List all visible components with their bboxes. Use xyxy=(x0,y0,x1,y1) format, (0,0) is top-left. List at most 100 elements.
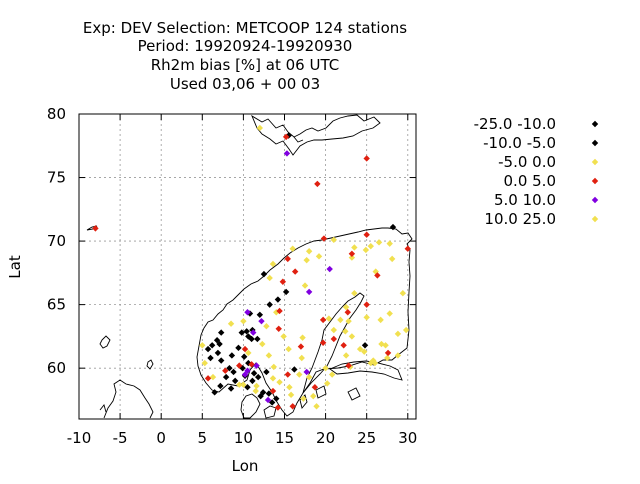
station-point-series-2 xyxy=(322,364,329,372)
station-point-series-5 xyxy=(371,359,379,367)
station-point-series-1 xyxy=(250,370,258,377)
station-point-series-3 xyxy=(297,343,305,350)
station-point-series-2 xyxy=(394,330,402,338)
title-line-2: Period: 19920924-19920930 xyxy=(138,37,353,55)
title-line-3: Rh2m bias [%] at 06 UTC xyxy=(151,56,339,74)
station-point-series-2 xyxy=(313,403,320,410)
station-point-series-1 xyxy=(235,344,242,352)
station-point-series-1 xyxy=(273,395,280,402)
station-point-series-0 xyxy=(238,329,245,336)
station-point-series-2 xyxy=(325,315,333,322)
station-point-series-2 xyxy=(263,323,270,330)
station-point-series-0 xyxy=(249,377,256,385)
y-tick-label: 80 xyxy=(47,105,66,123)
x-tick-label: 10 xyxy=(234,429,253,447)
title-line-4: Used 03,06 + 00 03 xyxy=(170,75,320,93)
x-axis-label: Lon xyxy=(232,457,259,475)
station-point-series-0 xyxy=(207,354,214,362)
station-point-series-2 xyxy=(315,253,323,260)
station-point-series-3 xyxy=(275,325,282,332)
station-point-series-1 xyxy=(241,353,248,360)
station-point-series-2 xyxy=(301,282,309,289)
station-point-series-0 xyxy=(256,311,264,318)
y-tick-label: 65 xyxy=(47,296,66,314)
station-point-series-0 xyxy=(246,310,254,317)
station-point-series-3 xyxy=(274,404,282,411)
station-point-series-2 xyxy=(356,345,364,353)
station-point-series-3 xyxy=(374,272,381,279)
station-point-series-4 xyxy=(326,265,333,273)
station-point-series-0 xyxy=(274,296,282,303)
station-point-series-2 xyxy=(305,373,313,381)
station-point-series-3 xyxy=(269,387,277,395)
station-point-series-3 xyxy=(248,361,255,368)
station-point-series-3 xyxy=(320,235,328,242)
station-point-series-3 xyxy=(289,403,296,410)
station-point-series-2 xyxy=(345,317,352,325)
station-point-series-0 xyxy=(226,364,233,372)
station-point-series-0 xyxy=(260,270,268,278)
axis-ticks: -10 -5 0 5 10 15 20 25 30 60 65 70 75 80 xyxy=(47,105,417,447)
station-point-series-1 xyxy=(222,373,230,381)
legend-label: 5.0 10.0 xyxy=(494,191,556,209)
plot-area-frame xyxy=(78,113,417,420)
title-line-1: Exp: DEV Selection: METCOOP 124 stations xyxy=(83,19,407,37)
station-point-series-3 xyxy=(282,133,290,141)
grid-lines xyxy=(79,114,416,419)
station-point-series-2 xyxy=(342,328,349,335)
legend-label: -10.0 -5.0 xyxy=(483,134,556,152)
legend-label: -25.0 -10.0 xyxy=(474,115,556,133)
station-point-series-0 xyxy=(214,349,222,357)
chart-title: Exp: DEV Selection: METCOOP 124 stations… xyxy=(83,19,407,93)
station-point-series-5 xyxy=(377,316,384,324)
station-point-series-0 xyxy=(227,385,235,392)
station-point-series-4 xyxy=(303,368,310,376)
station-point-series-2 xyxy=(266,274,273,282)
station-point-series-2 xyxy=(300,395,307,402)
station-point-series-1 xyxy=(248,335,255,343)
station-point-series-3 xyxy=(314,180,321,188)
station-point-series-2 xyxy=(342,352,350,359)
legend-label: 10.0 25.0 xyxy=(484,210,556,228)
station-point-series-2 xyxy=(348,254,356,261)
station-markers xyxy=(92,124,411,411)
station-point-series-2 xyxy=(285,345,292,353)
y-axis-label: Lat xyxy=(6,255,24,279)
station-point-series-0 xyxy=(217,329,225,336)
station-point-series-3 xyxy=(236,362,243,369)
station-point-series-2 xyxy=(342,303,350,311)
station-point-series-3 xyxy=(311,384,319,391)
y-tick-label: 60 xyxy=(47,359,66,377)
station-point-series-2 xyxy=(287,391,295,399)
station-point-series-4 xyxy=(253,362,260,369)
station-point-series-2 xyxy=(265,352,273,359)
legend-marker xyxy=(591,158,599,166)
station-point-series-0 xyxy=(266,301,273,308)
station-point-series-2 xyxy=(298,354,305,362)
station-point-series-5 xyxy=(382,342,389,349)
station-point-series-2 xyxy=(259,340,266,348)
station-point-series-2 xyxy=(280,333,287,340)
legend-label: -5.0 0.0 xyxy=(498,153,556,171)
station-point-series-0 xyxy=(217,382,224,390)
station-point-series-3 xyxy=(319,339,327,346)
station-point-series-2 xyxy=(296,371,303,378)
station-point-series-3 xyxy=(404,245,411,252)
station-point-series-3 xyxy=(204,375,212,382)
station-point-series-2 xyxy=(324,380,331,387)
station-point-series-0 xyxy=(291,366,298,373)
station-point-series-2 xyxy=(305,248,313,255)
y-tick-label: 75 xyxy=(47,169,66,187)
station-point-series-0 xyxy=(211,389,218,396)
station-point-series-4 xyxy=(250,329,257,336)
station-point-series-4 xyxy=(283,150,291,157)
station-point-series-2 xyxy=(286,384,293,391)
station-point-series-2 xyxy=(256,124,264,132)
station-point-series-2 xyxy=(245,349,252,357)
station-point-series-0 xyxy=(263,368,270,376)
legend-label: 0.0 5.0 xyxy=(504,172,556,190)
station-point-series-2 xyxy=(303,256,310,264)
station-point-series-2 xyxy=(199,342,206,349)
station-point-series-1 xyxy=(254,335,261,343)
